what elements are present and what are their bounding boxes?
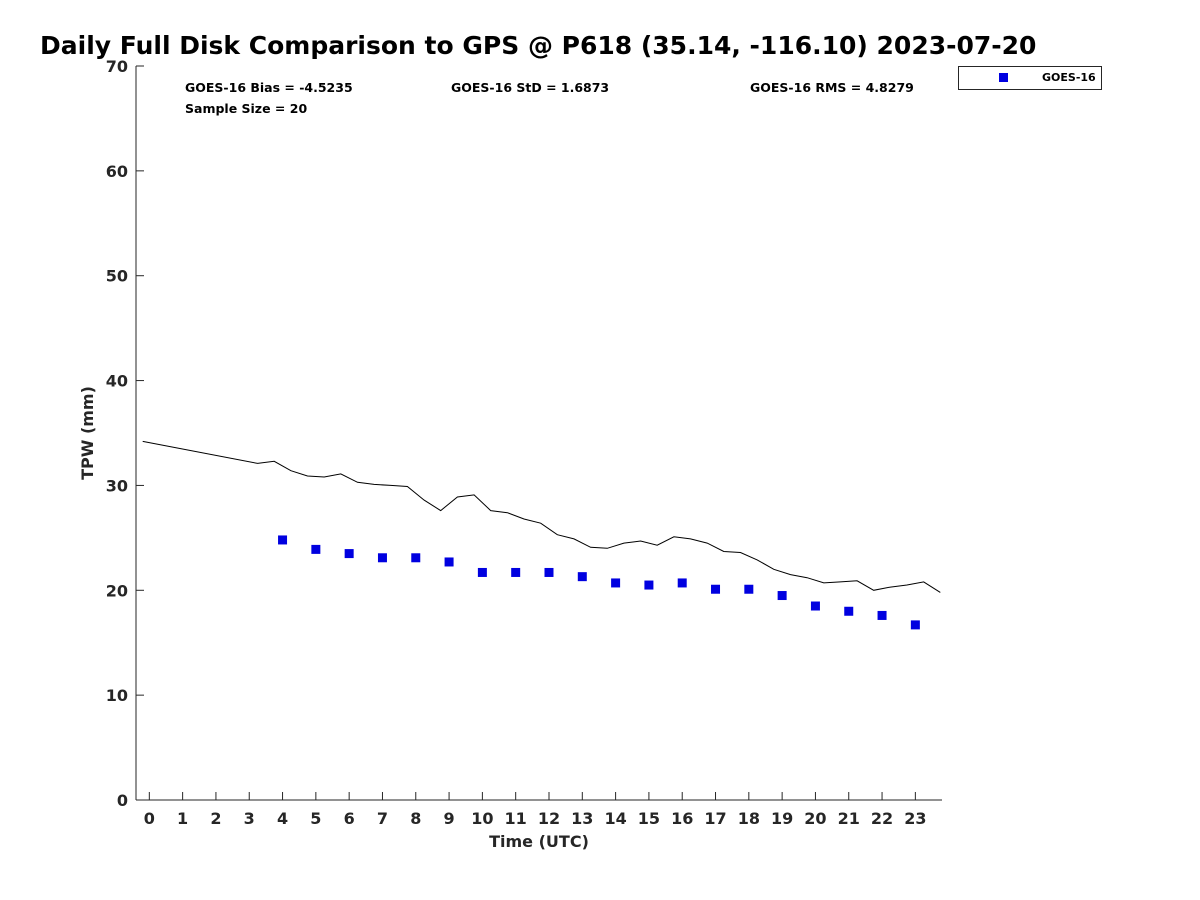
- y-tick-label: 50: [106, 267, 128, 286]
- x-tick-label: 15: [638, 809, 660, 828]
- goes16-point: [577, 572, 587, 582]
- goes16-point: [311, 544, 321, 554]
- goes16-point: [444, 557, 454, 567]
- x-tick-label: 1: [177, 809, 188, 828]
- x-tick-label: 3: [244, 809, 255, 828]
- series-layer: [142, 440, 941, 630]
- x-tick-label: 12: [538, 809, 560, 828]
- x-tick-label: 18: [738, 809, 760, 828]
- x-axis-label: Time (UTC): [489, 832, 589, 851]
- x-tick-label: 16: [671, 809, 693, 828]
- y-tick-label: 10: [106, 686, 128, 705]
- legend-marker: [999, 73, 1008, 82]
- x-tick-label: 0: [144, 809, 155, 828]
- gps-line: [142, 440, 941, 593]
- x-tick-label: 14: [604, 809, 626, 828]
- goes16-point: [377, 553, 387, 563]
- goes16-point: [910, 620, 920, 630]
- legend: GOES-16: [958, 66, 1102, 90]
- y-tick-label: 20: [106, 581, 128, 600]
- x-tick-label: 13: [571, 809, 593, 828]
- x-ticks: 0 1 2 3 4 5 6 7 8 9 10 11 12 13 14 15 16 17 18 19 20 21 22 23: [144, 792, 926, 828]
- y-tick-label: 40: [106, 372, 128, 391]
- stat-sample-size: Sample Size = 20: [185, 101, 307, 116]
- x-tick-label: 2: [210, 809, 221, 828]
- chart-title: Daily Full Disk Comparison to GPS @ P618…: [40, 31, 1036, 60]
- x-tick-label: 19: [771, 809, 793, 828]
- stats-annotations: GOES-16 Bias = -4.5235 GOES-16 StD = 1.6…: [185, 80, 914, 116]
- stat-std: GOES-16 StD = 1.6873: [451, 80, 609, 95]
- plot-area: [135, 66, 942, 801]
- goes16-point: [411, 553, 421, 563]
- y-axis-label: TPW (mm): [78, 386, 97, 480]
- x-tick-label: 17: [704, 809, 726, 828]
- x-tick-label: 20: [804, 809, 826, 828]
- y-ticks: 0 10 20 30 40 50 60 70: [106, 57, 144, 810]
- x-tick-label: 9: [444, 809, 455, 828]
- x-tick-label: 6: [344, 809, 355, 828]
- y-tick-label: 0: [117, 791, 128, 810]
- x-tick-label: 5: [310, 809, 321, 828]
- legend-label: GOES-16: [1042, 71, 1096, 84]
- goes16-point: [611, 578, 621, 588]
- goes16-point: [278, 535, 288, 545]
- goes16-point: [810, 601, 820, 611]
- x-tick-label: 4: [277, 809, 288, 828]
- y-tick-label: 30: [106, 476, 128, 495]
- goes16-point: [344, 549, 354, 559]
- x-tick-label: 8: [410, 809, 421, 828]
- x-tick-label: 7: [377, 809, 388, 828]
- goes16-point: [477, 567, 487, 577]
- y-tick-label: 60: [106, 162, 128, 181]
- x-tick-label: 10: [471, 809, 493, 828]
- x-tick-label: 23: [904, 809, 926, 828]
- legend-box: [958, 66, 1102, 90]
- goes16-point: [511, 567, 521, 577]
- x-tick-label: 21: [838, 809, 860, 828]
- goes16-point: [744, 584, 754, 594]
- goes16-point: [711, 584, 721, 594]
- goes16-point: [777, 591, 787, 601]
- x-tick-label: 22: [871, 809, 893, 828]
- x-tick-label: 11: [505, 809, 527, 828]
- y-tick-label: 70: [106, 57, 128, 76]
- stat-bias: GOES-16 Bias = -4.5235: [185, 80, 353, 95]
- goes16-point: [877, 610, 887, 620]
- goes16-point: [644, 580, 654, 590]
- goes16-point: [544, 567, 554, 577]
- goes16-point: [677, 578, 687, 588]
- stat-rms: GOES-16 RMS = 4.8279: [750, 80, 914, 95]
- goes16-point: [844, 606, 854, 616]
